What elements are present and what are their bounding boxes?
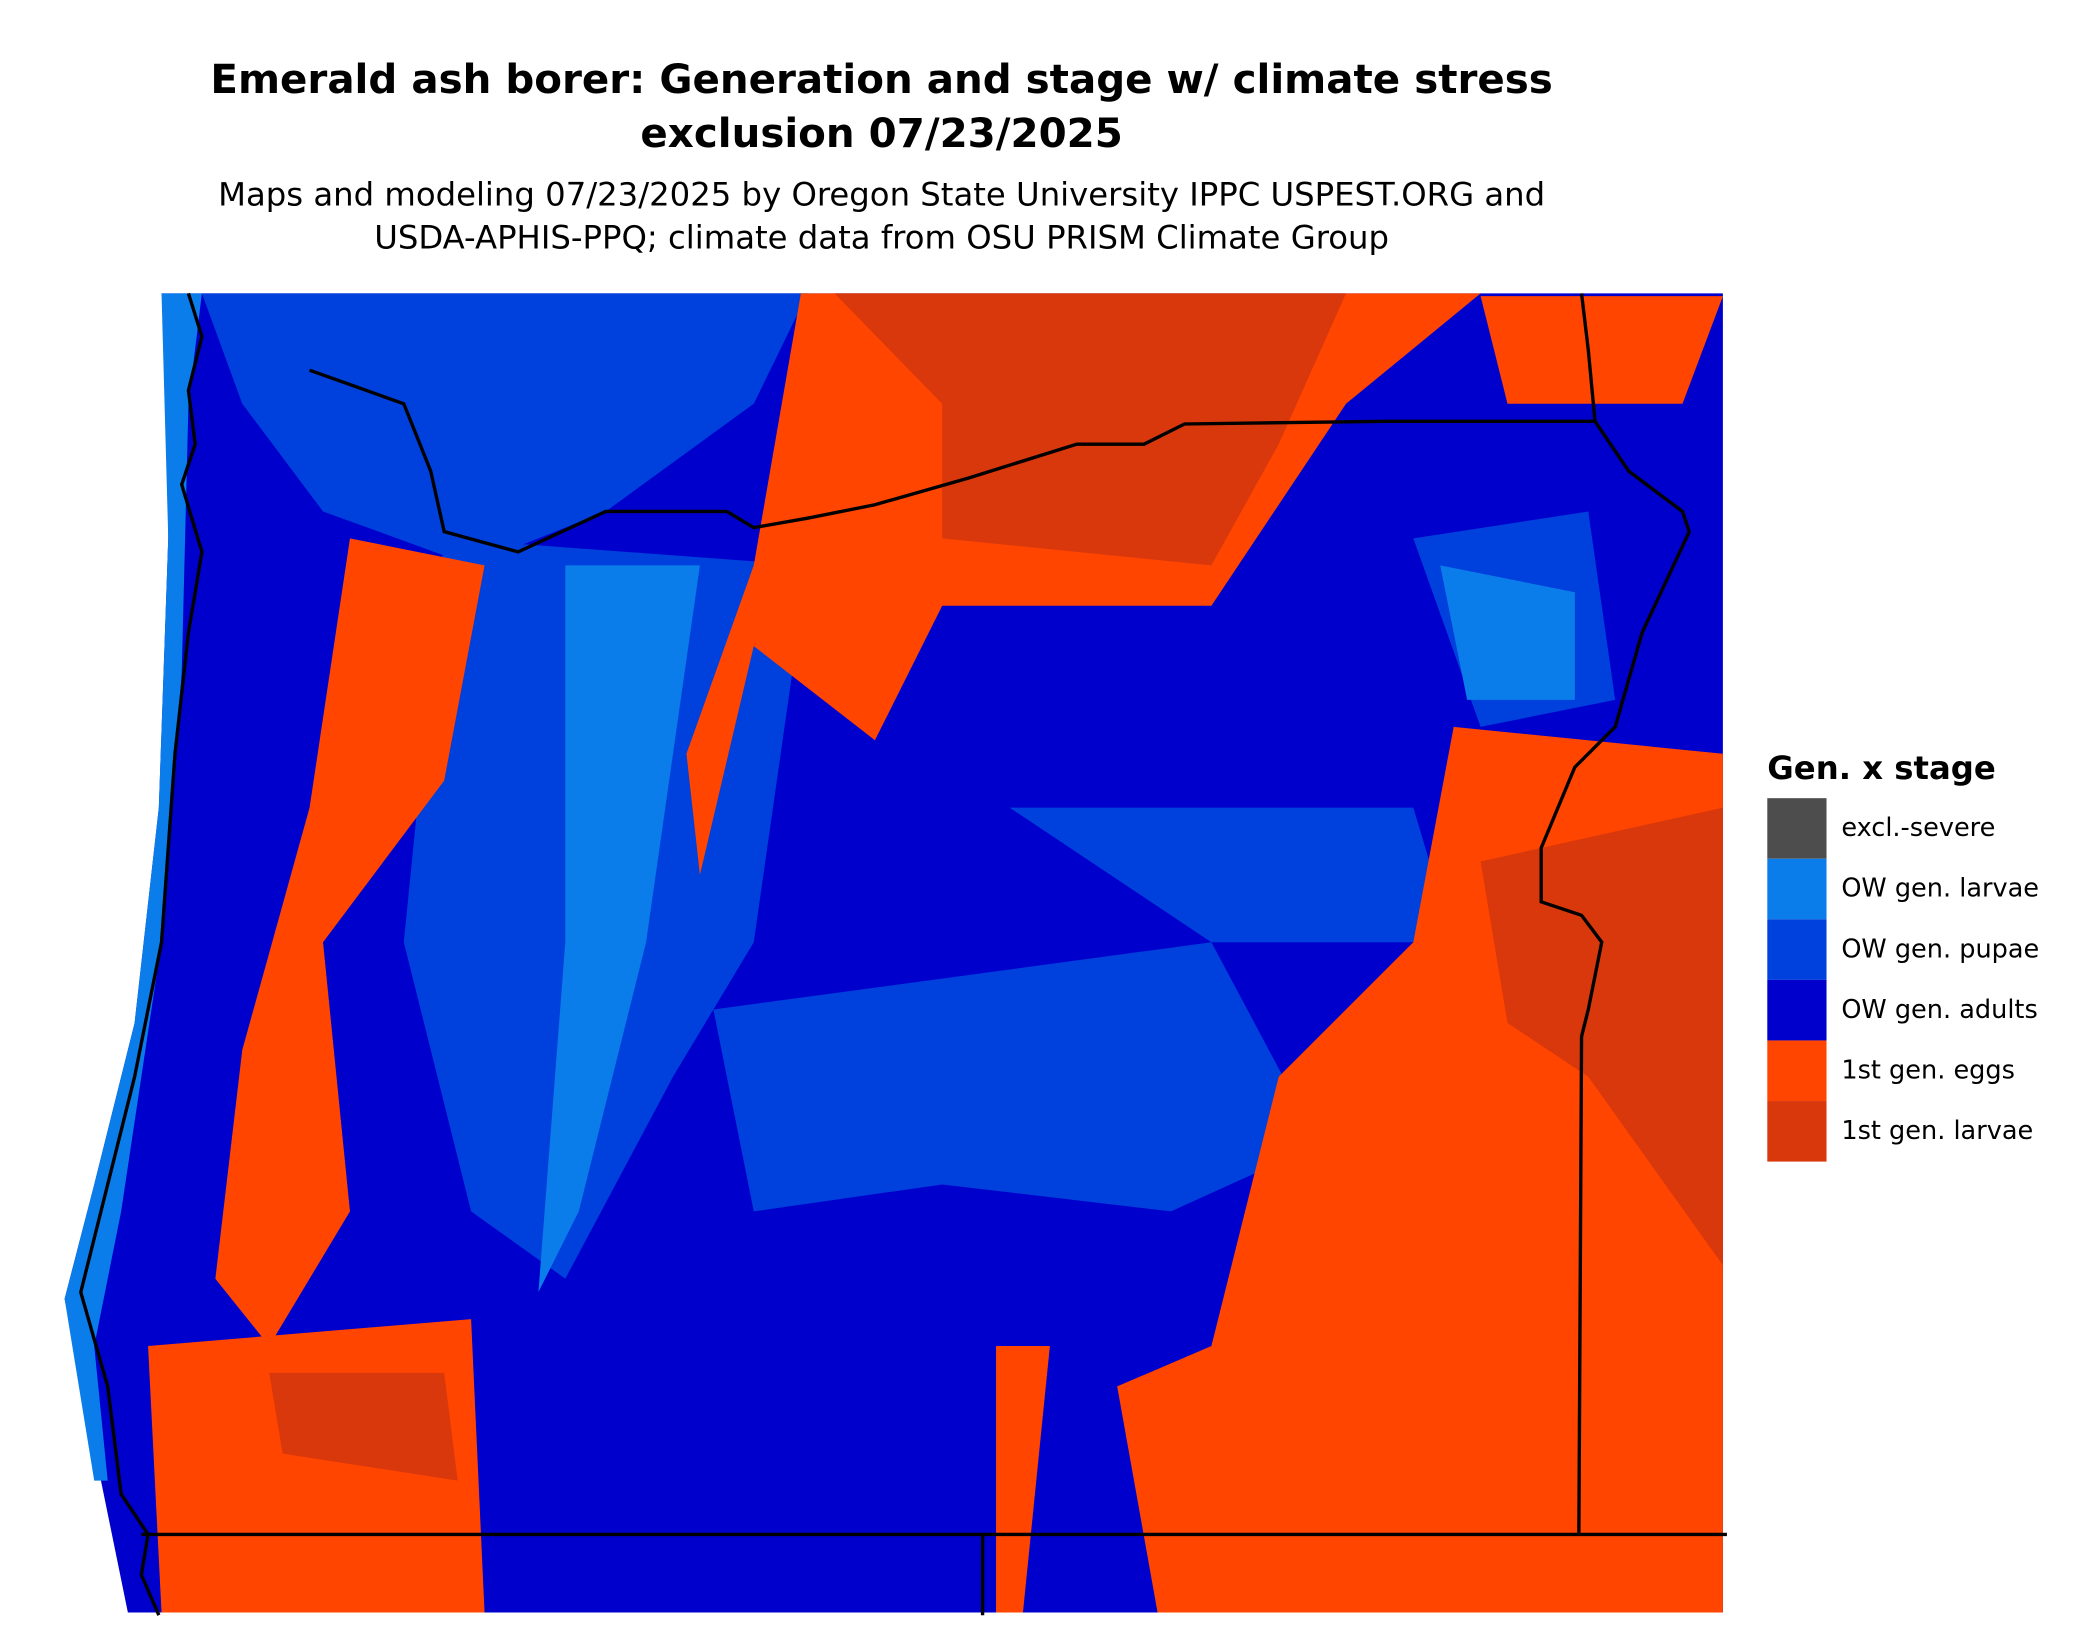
- legend-swatch: [1767, 919, 1827, 980]
- map-region: [538, 565, 700, 1293]
- subtitle-line: Maps and modeling 07/23/2025 by Oregon S…: [218, 176, 1545, 214]
- borders: [79, 292, 1727, 1616]
- map-region: [1440, 565, 1575, 700]
- map-region: [215, 538, 485, 1346]
- map-region: [1480, 296, 1723, 404]
- subtitle-line: USDA-APHIS-PPQ; climate data from OSU PR…: [374, 219, 1389, 257]
- map-region: [269, 1372, 458, 1481]
- title-line: exclusion 07/23/2025: [640, 110, 1122, 157]
- map-region: [64, 293, 202, 1481]
- legend-label: OW gen. larvae: [1841, 874, 2039, 904]
- legend-swatch: [1767, 858, 1827, 920]
- legend: Gen. x stage excl.-severe OW gen. larvae O…: [1767, 749, 2039, 1162]
- state-border: [1579, 293, 1597, 422]
- legend-swatch: [1767, 979, 1827, 1041]
- legend-label: OW gen. pupae: [1841, 934, 2039, 964]
- map-region: [686, 293, 1481, 875]
- title-line: Emerald ash borer: Generation and stage …: [210, 56, 1552, 103]
- map-region: [713, 942, 1320, 1212]
- legend-swatch: [1767, 1040, 1827, 1102]
- map: [64, 292, 1727, 1616]
- coastline: [79, 292, 204, 1616]
- legend-swatch: [1767, 1101, 1827, 1162]
- map-region: [201, 293, 808, 566]
- map-region: [1480, 807, 1723, 1266]
- legend-label: OW gen. adults: [1841, 995, 2037, 1025]
- legend-title: Gen. x stage: [1767, 749, 1995, 787]
- legend-swatch: [1767, 798, 1827, 859]
- legend-label: 1st gen. larvae: [1841, 1116, 2033, 1146]
- map-region: [996, 1346, 1050, 1613]
- legend-label: excl.-severe: [1841, 813, 1995, 843]
- map-region: [1009, 807, 1454, 943]
- state-border: [309, 368, 1692, 1535]
- legend-label: 1st gen. eggs: [1841, 1055, 2015, 1085]
- map-region: [834, 293, 1346, 566]
- plot: Emerald ash borer: Generation and stage …: [64, 56, 2039, 1616]
